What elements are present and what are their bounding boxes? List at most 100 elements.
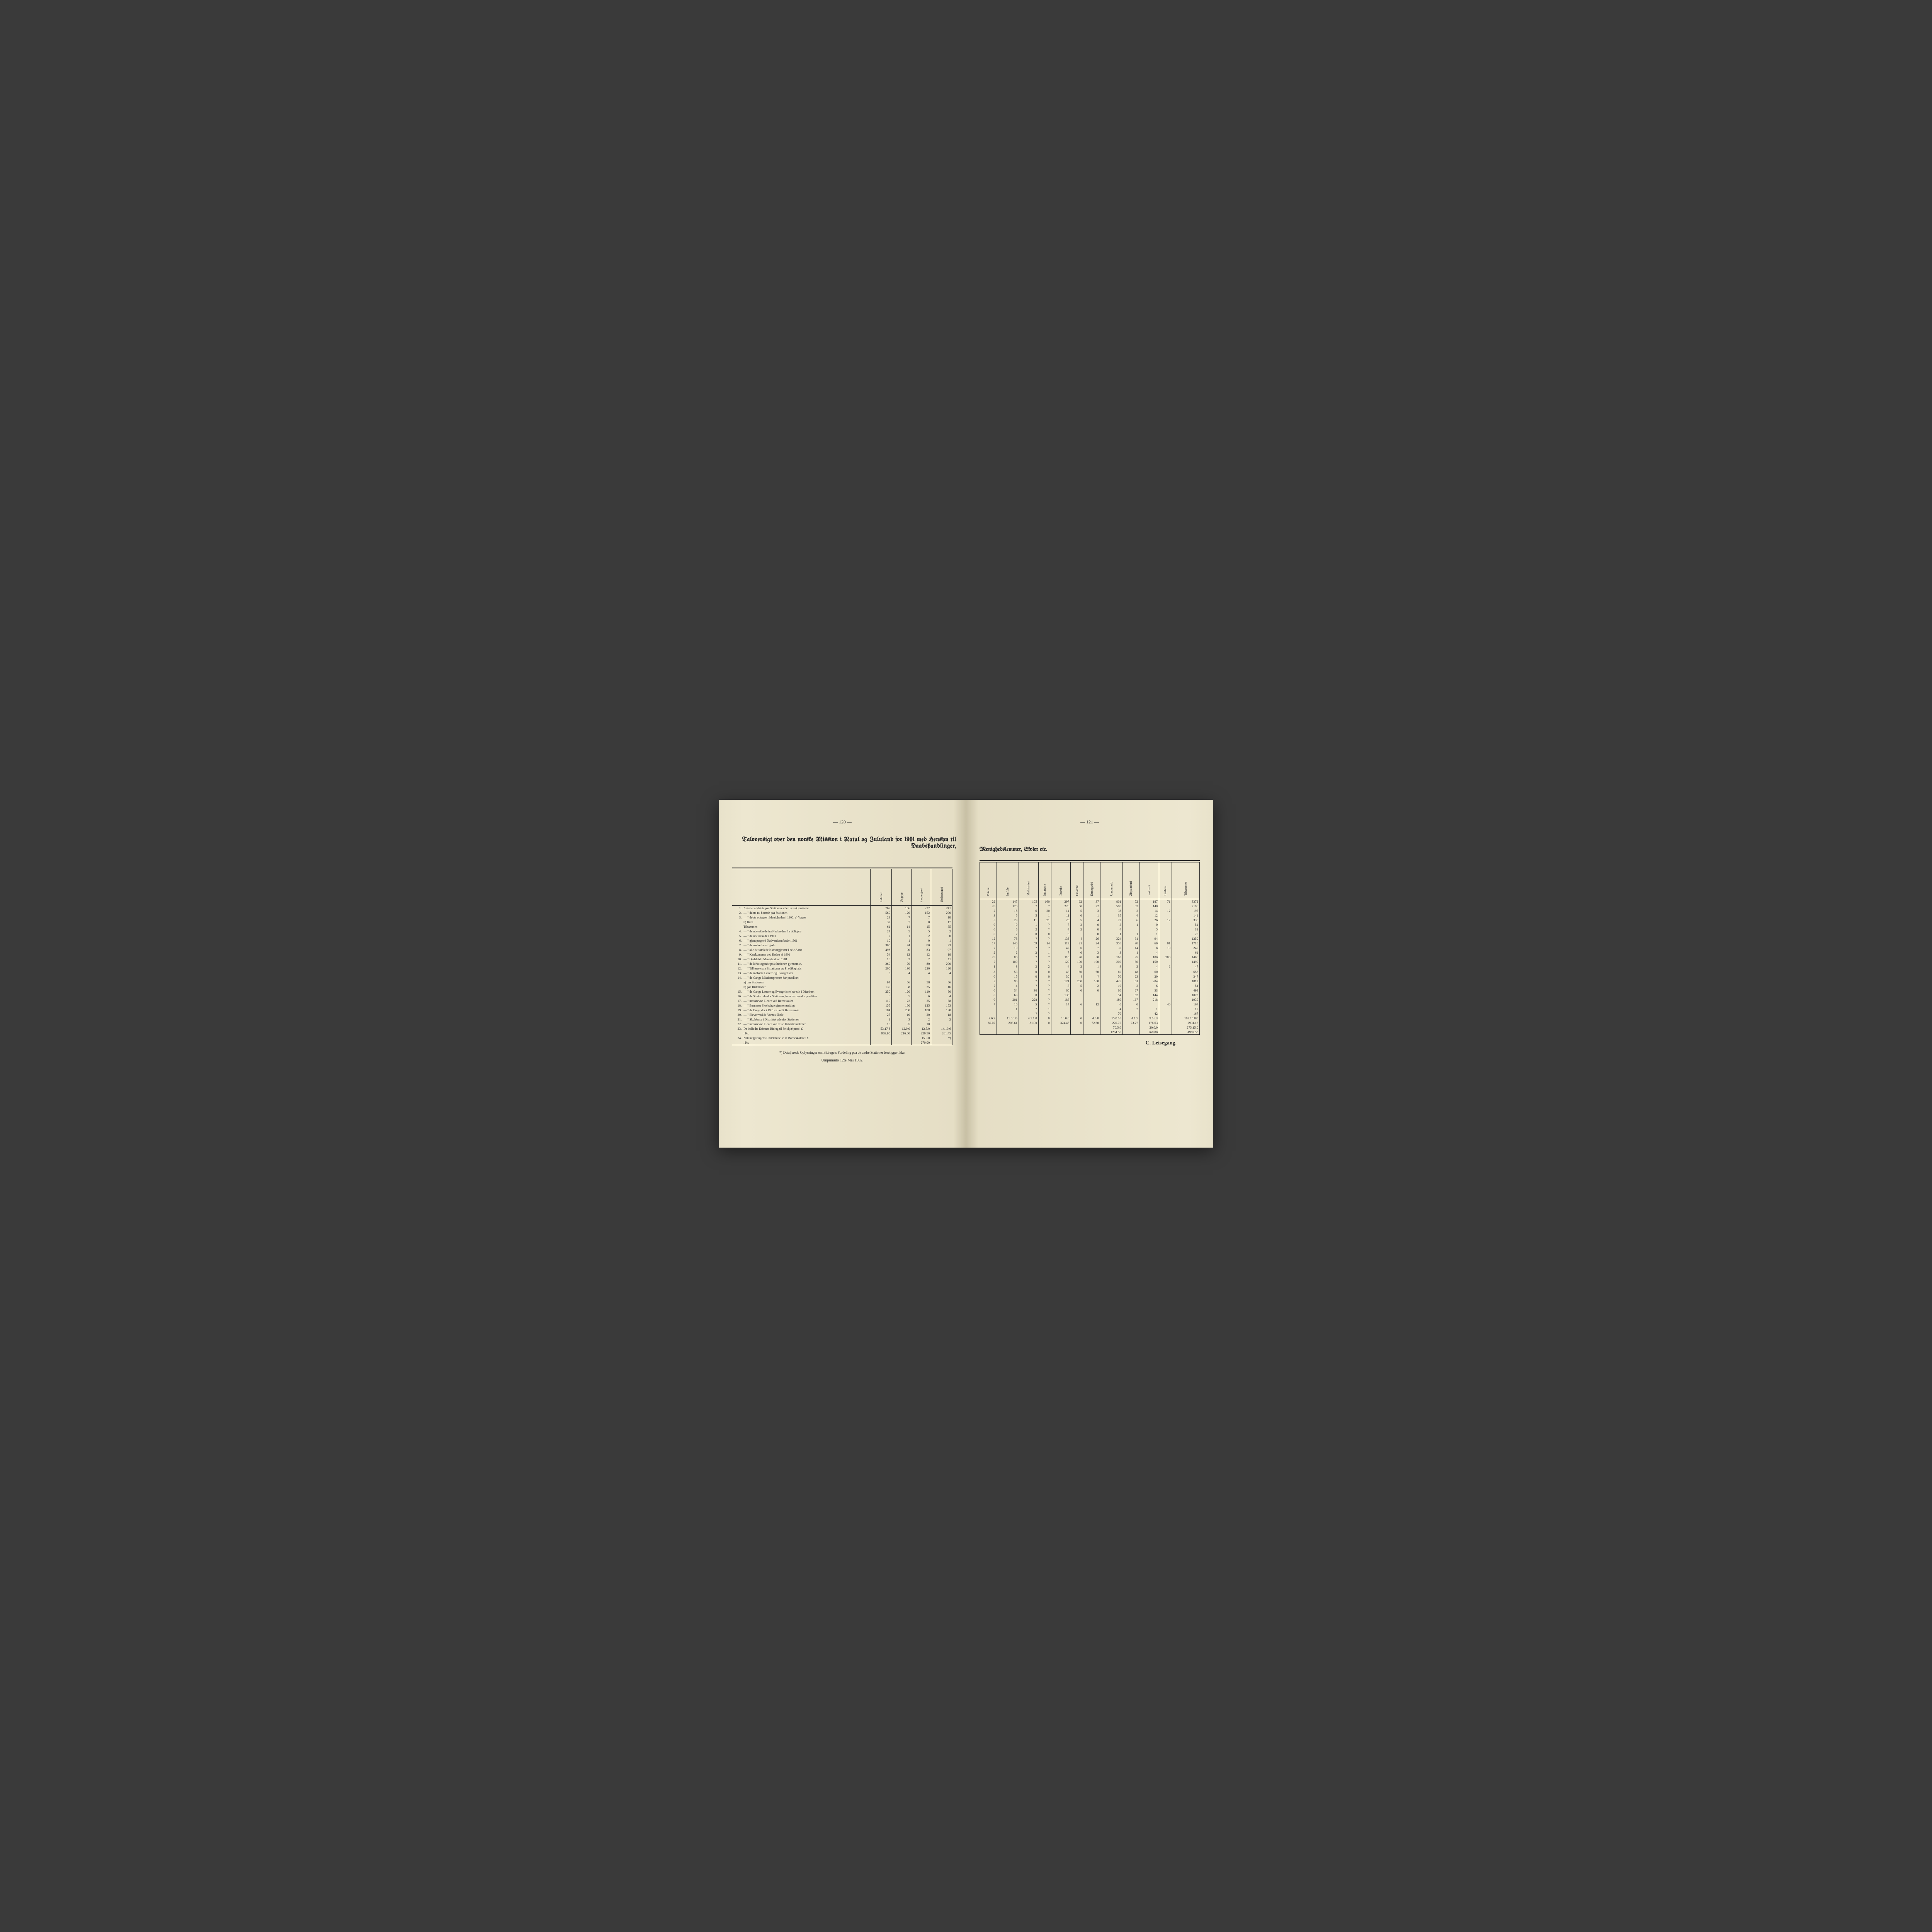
cell [891, 1036, 911, 1040]
cell: 499 [1172, 988, 1199, 993]
cell: 188 [912, 1008, 931, 1012]
cell: 0 [1083, 932, 1100, 936]
cell: 33 [1139, 988, 1159, 993]
cell: 152 [912, 910, 931, 915]
cell: 0 [980, 997, 997, 1002]
cell: ? [1038, 983, 1051, 988]
cell: 140 [997, 941, 1019, 946]
cell: 50 [1083, 955, 1100, 959]
cell: 0 [931, 934, 952, 938]
col-estungwini: Estungwini [1083, 862, 1100, 899]
cell [1071, 932, 1083, 936]
cell: 51 [1172, 922, 1199, 927]
right-page: — 121 — . Menighedslemmer, Skoler etc. P… [966, 800, 1213, 1148]
cell: 95 [997, 979, 1019, 983]
cell: 15.0.0 [912, 1036, 931, 1040]
cell: 80 [912, 943, 931, 947]
cell: 14 [1139, 908, 1159, 913]
cell: 14 [891, 924, 911, 929]
cell: 6 [912, 994, 931, 998]
cell: 30 [1071, 955, 1083, 959]
cell: 138 [1051, 936, 1071, 941]
cell: 25 [912, 985, 931, 989]
cell: 180 [891, 1003, 911, 1008]
col-umpumulo: Umpumulo [1100, 862, 1122, 899]
row-number [732, 924, 742, 929]
cell [1159, 932, 1172, 936]
cell: 81.90 [1019, 1020, 1038, 1025]
row-number: 10. [732, 957, 742, 961]
cell: 1406 [1172, 955, 1199, 959]
cell: 56 [891, 980, 911, 985]
cell [1071, 1030, 1083, 1035]
cell: 2196 [1172, 904, 1199, 908]
cell: ? [1038, 1002, 1051, 1007]
cell [1038, 1025, 1051, 1030]
cell: 4963.50 [1172, 1030, 1199, 1035]
cell [1159, 974, 1172, 979]
cell: 0 [1122, 1002, 1139, 1007]
cell: 3 [1051, 983, 1071, 988]
col-etombe: Etombe [1051, 862, 1071, 899]
cell: 30 [1051, 974, 1071, 979]
cell: 80 [1051, 988, 1071, 993]
cell: 2 [1071, 927, 1083, 932]
cell: 120 [891, 910, 911, 915]
cell: 6 [1071, 946, 1083, 950]
cell: 4 [1100, 1007, 1122, 1011]
cell: 324.45 [1051, 1020, 1071, 1025]
cell: 12 [1159, 908, 1172, 913]
cell: 35 [1100, 913, 1122, 918]
cell: 261.45 [931, 1031, 952, 1036]
col-empangeni: Empangeni [912, 869, 931, 906]
cell: 100 [997, 959, 1019, 964]
cell: 167 [1172, 1011, 1199, 1016]
cell: 11.5.1½ [997, 1016, 1019, 1020]
cell: 2 [1038, 964, 1051, 969]
cell: 1 [931, 938, 952, 943]
cell: 141 [1172, 913, 1199, 918]
cell [1083, 1025, 1100, 1030]
cell: 3 [980, 913, 997, 918]
cell: ? [1019, 946, 1038, 950]
cell: 0 [997, 922, 1019, 927]
cell: 3 [891, 957, 911, 961]
cell: 3372 [1172, 899, 1199, 904]
cell: 216.00 [891, 1031, 911, 1036]
row-number: 12. [732, 966, 742, 971]
cell: 29 [871, 915, 892, 920]
cell: 8 [1139, 946, 1159, 950]
cell: 27 [1122, 988, 1139, 993]
cell: 200 [871, 966, 892, 971]
cell [871, 1036, 892, 1040]
cell [1159, 1011, 1172, 1016]
cell: 60 [1139, 969, 1159, 974]
cell: 70.5.0 [1100, 1025, 1122, 1030]
cell [1159, 988, 1172, 993]
cell: 70 [1100, 1011, 1122, 1016]
cell: 4 [997, 983, 1019, 988]
cell [871, 1040, 892, 1045]
cell: 10 [891, 1012, 911, 1017]
cell: 15 [997, 974, 1019, 979]
cell [980, 1011, 997, 1016]
cell [1019, 1030, 1038, 1035]
cell: 166 [891, 906, 911, 911]
cell: 218 [1139, 997, 1159, 1002]
cell [931, 1022, 952, 1026]
cell: 10 [912, 1022, 931, 1026]
cell [931, 975, 952, 980]
cell: 1490 [1172, 959, 1199, 964]
cell: ? [1019, 1011, 1038, 1016]
cell: 220.50 [912, 1031, 931, 1036]
cell: 0 [1071, 1016, 1083, 1020]
cell: 20 [1038, 908, 1051, 913]
cell: 1 [997, 1007, 1019, 1011]
cell: 20 [912, 1012, 931, 1017]
row-description: Natalregjeringens Understøttelse af Børn… [742, 1036, 870, 1040]
cell [891, 1040, 911, 1045]
cell: 26 [1083, 936, 1100, 941]
date-place: Umpumulo 12te Mai 1902. [732, 1058, 952, 1063]
cell: 53.17 8 [871, 1026, 892, 1031]
cell [1038, 1030, 1051, 1035]
